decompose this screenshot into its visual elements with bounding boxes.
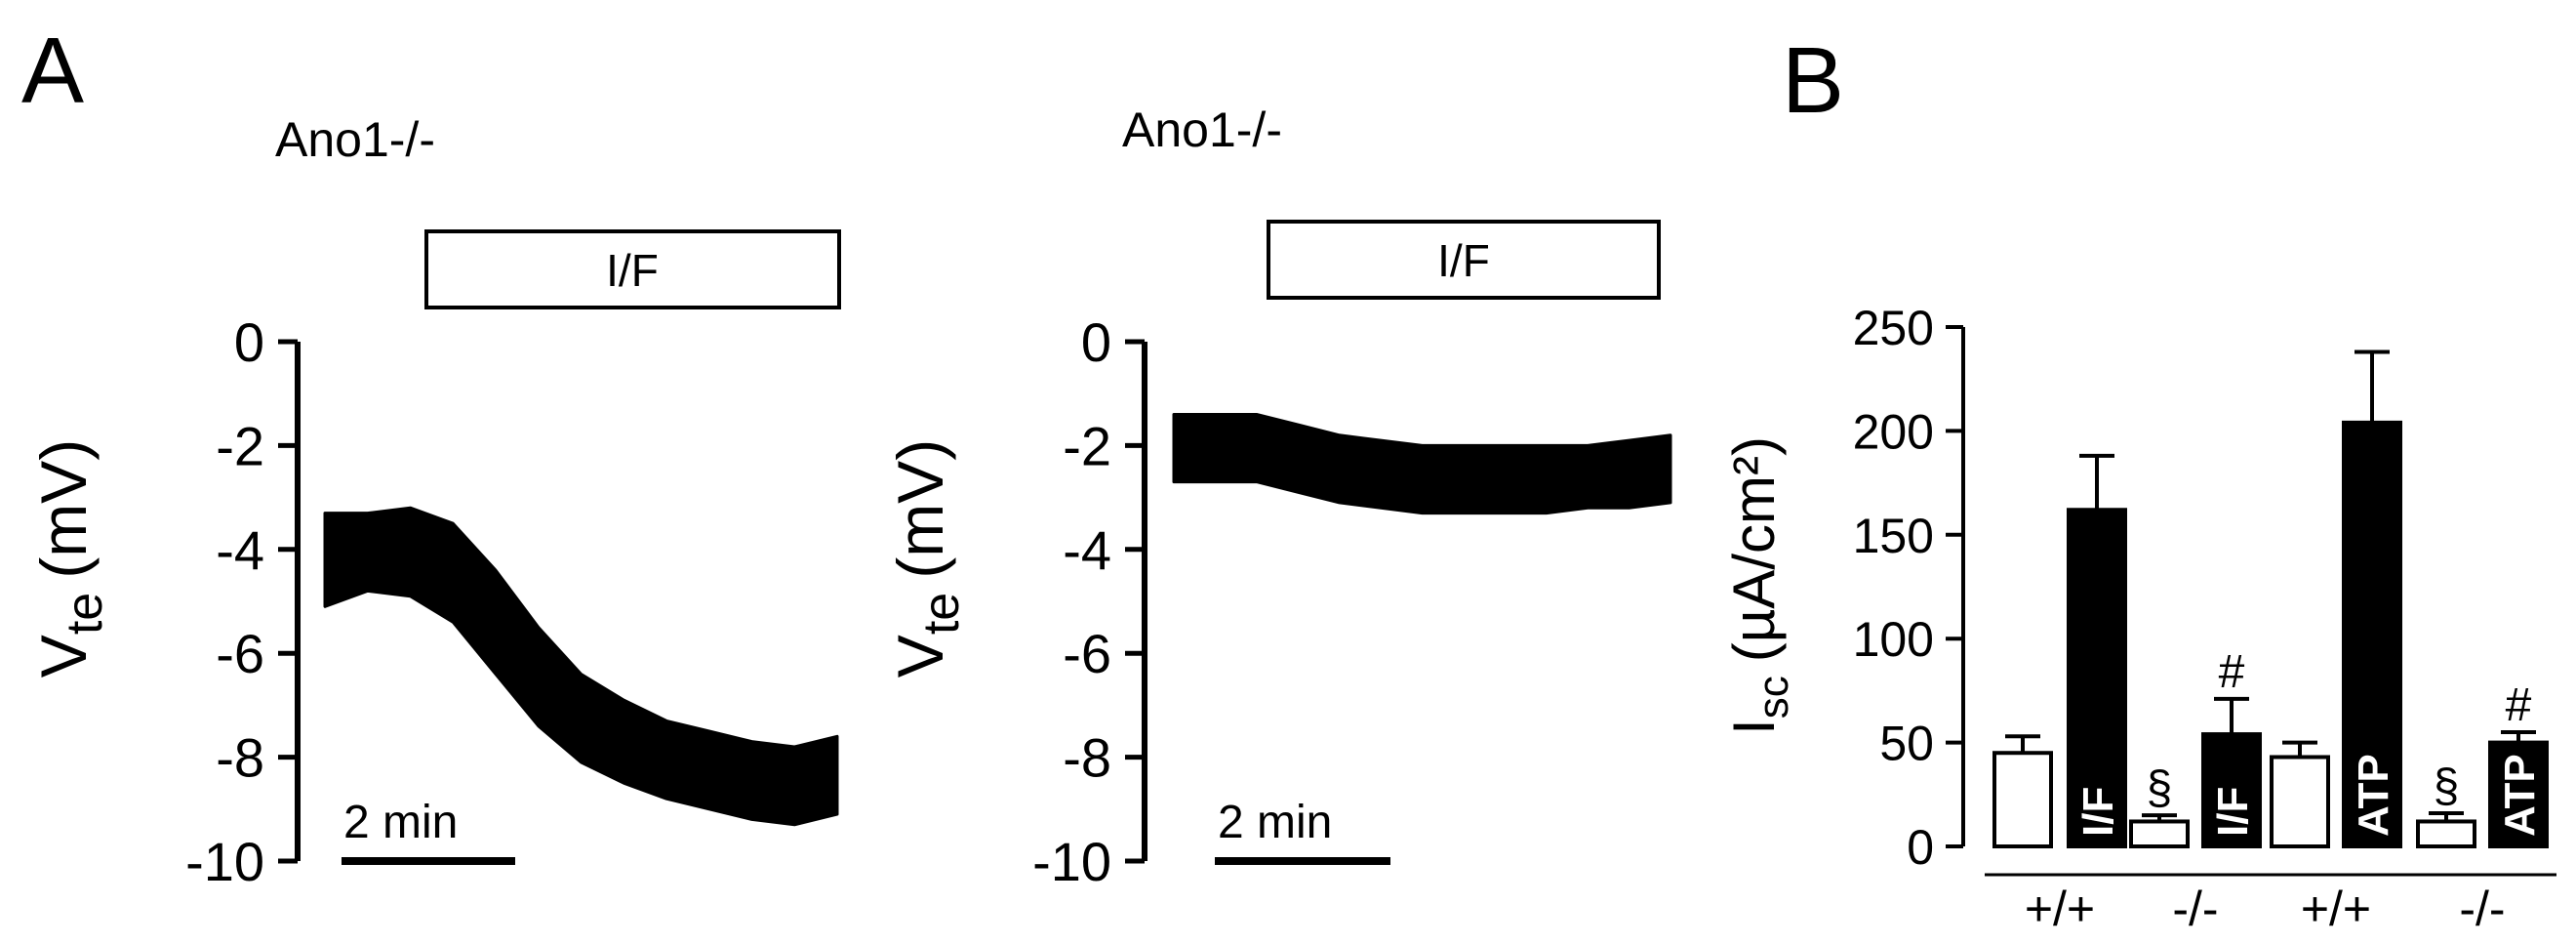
bar-significance-marker: # xyxy=(2506,679,2532,731)
trace-1-treatment-label: I/F xyxy=(606,245,659,296)
trace-1-ylabel-main: V xyxy=(27,635,100,678)
bar xyxy=(2488,740,2549,848)
trace-2-tick-label: -2 xyxy=(1063,415,1111,476)
bar-tick-label: 200 xyxy=(1853,404,1934,459)
trace-2-tick-label: -6 xyxy=(1063,623,1111,684)
trace-1-ylabel-sub: te xyxy=(57,593,113,635)
trace-1-tick-label: -6 xyxy=(216,623,264,684)
bar-inner-label: ATP xyxy=(2350,754,2397,837)
bar-panel: Isc (µA/cm²) 0 50 100 150 200 250 I/F § I/F # ATP §… xyxy=(1721,301,2556,936)
bar-ylabel-sub: sc xyxy=(1750,676,1797,719)
trace-1-treatment-box xyxy=(424,229,841,309)
bar-inner-label: ATP xyxy=(2496,754,2544,837)
bar xyxy=(2270,755,2330,848)
trace-2-band xyxy=(1172,413,1672,515)
bar-ylabel: Isc (µA/cm²) xyxy=(1721,436,1797,735)
trace-1-band xyxy=(323,506,839,827)
bar-tick-label: 100 xyxy=(1853,612,1934,667)
bar xyxy=(1992,751,2053,848)
trace-2-treatment-box xyxy=(1267,220,1661,300)
bar-tick-label: 150 xyxy=(1853,509,1934,563)
trace-2-ylabel: Vte (mV) xyxy=(884,439,970,678)
bar-significance-marker: # xyxy=(2219,646,2245,698)
bar-ylabel-unit: (µA/cm²) xyxy=(1721,436,1787,662)
trace-1-tick-label: -2 xyxy=(216,415,264,476)
panel-label-a: A xyxy=(21,19,84,123)
bar xyxy=(2201,732,2262,849)
trace-panel-2: Ano1-/- I/F Vte (mV) 0 -2 -4 -6 -8 -10 2 min xyxy=(884,103,1672,892)
bar-tick-label: 0 xyxy=(1907,820,1934,875)
trace-2-treatment-label: I/F xyxy=(1437,235,1490,286)
trace-2-ylabel-sub: te xyxy=(913,593,970,635)
trace-1-tick-label: 0 xyxy=(234,311,264,373)
bar-ylabel-main: I xyxy=(1721,719,1787,735)
trace-2-tick-label: -4 xyxy=(1063,519,1111,581)
bar-ticks: 0 50 100 150 200 250 xyxy=(1853,301,1963,875)
trace-2-ticks: 0 -2 -4 -6 -8 -10 xyxy=(1032,311,1145,892)
trace-1-tick-label: -4 xyxy=(216,519,264,581)
trace-1-tick-label: -10 xyxy=(185,831,264,892)
bar xyxy=(2342,420,2402,848)
trace-2-trace xyxy=(1172,413,1672,515)
bar xyxy=(2416,819,2476,848)
trace-2-ylabel-unit: (mV) xyxy=(884,439,956,579)
bar-significance-marker: § xyxy=(2434,760,2460,812)
bar-tick-label: 250 xyxy=(1853,301,1934,355)
trace-2-scale-label: 2 min xyxy=(1218,797,1332,848)
trace-2-title: Ano1-/- xyxy=(1122,103,1282,157)
bar-significance-marker: § xyxy=(2147,762,2173,814)
bar-group-label: +/+ xyxy=(2025,882,2095,936)
bar-inner-label: I/F xyxy=(2074,787,2122,837)
trace-2-tick-label: -8 xyxy=(1063,727,1111,789)
trace-1-trace xyxy=(323,506,839,827)
bar xyxy=(2129,819,2190,848)
trace-panel-1: Ano1-/- I/F Vte (mV) 0 -2 -4 -6 -8 -10 2 min xyxy=(27,112,841,892)
trace-2-tick-label: -10 xyxy=(1032,831,1111,892)
bar-group-label: +/+ xyxy=(2301,882,2371,936)
bar-groups: +/+ -/- +/+ -/- xyxy=(1985,873,2556,936)
trace-1-ylabel: Vte (mV) xyxy=(27,439,113,678)
bar xyxy=(2067,508,2127,848)
trace-2-tick-label: 0 xyxy=(1081,311,1111,373)
trace-1-tick-label: -8 xyxy=(216,727,264,789)
trace-1-ylabel-unit: (mV) xyxy=(27,439,100,579)
bar-group-label: -/- xyxy=(2172,882,2218,936)
trace-1-title: Ano1-/- xyxy=(275,112,435,167)
trace-1-scale-label: 2 min xyxy=(343,797,458,848)
bar-tick-label: 50 xyxy=(1879,717,1934,771)
panel-label-b: B xyxy=(1782,28,1844,133)
bar-inner-label: I/F xyxy=(2209,787,2257,837)
bar-marks: I/F § I/F # ATP § ATP # xyxy=(1992,349,2549,849)
trace-1-ticks: 0 -2 -4 -6 -8 -10 xyxy=(185,311,298,892)
trace-2-ylabel-main: V xyxy=(884,635,956,678)
bar-group-label: -/- xyxy=(2459,882,2505,936)
